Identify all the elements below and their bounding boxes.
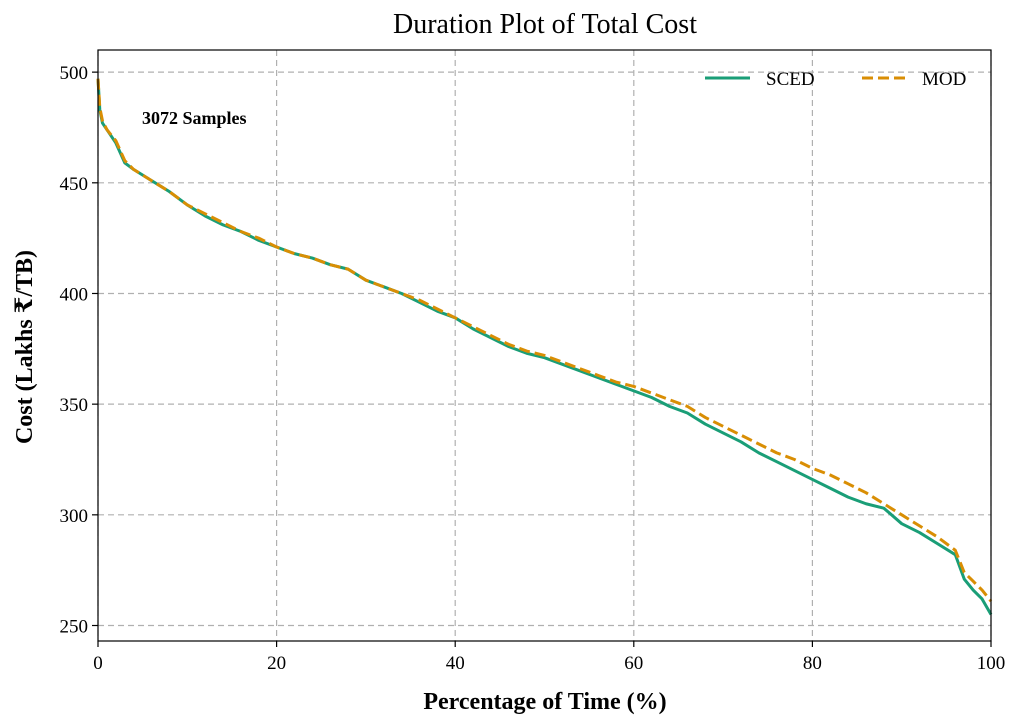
series-line-mod <box>96 78 993 603</box>
grid-layer <box>97 50 992 641</box>
series-layer <box>96 78 993 616</box>
x-tick-label: 80 <box>803 653 822 674</box>
chart-title: Duration Plot of Total Cost <box>393 9 697 40</box>
y-tick-label: 400 <box>60 284 89 305</box>
x-axis-label: Percentage of Time (%) <box>423 689 666 715</box>
y-tick-label: 250 <box>60 617 89 638</box>
y-tick-label: 350 <box>60 395 89 416</box>
y-tick-label: 450 <box>60 174 89 195</box>
sample-count-annotation: 3072 Samples <box>142 108 247 128</box>
ticks-layer: 0 20 40 60 80 100 250 300 350 400 450 500 <box>60 63 1006 674</box>
x-tick-label: 40 <box>446 653 465 674</box>
series-line-sced <box>96 78 993 616</box>
legend-label-sced: SCED <box>766 69 815 90</box>
y-tick-label: 300 <box>60 506 89 527</box>
x-tick-label: 20 <box>267 653 286 674</box>
x-tick-label: 0 <box>93 653 103 674</box>
x-tick-label: 100 <box>977 653 1006 674</box>
legend-label-mod: MOD <box>922 69 966 90</box>
legend: SCED MOD <box>705 69 966 90</box>
plot-frame <box>97 49 992 642</box>
y-tick-label: 500 <box>60 63 89 84</box>
x-tick-label: 60 <box>624 653 643 674</box>
y-axis-label: Cost (Lakhs ₹/TB) <box>12 250 38 444</box>
